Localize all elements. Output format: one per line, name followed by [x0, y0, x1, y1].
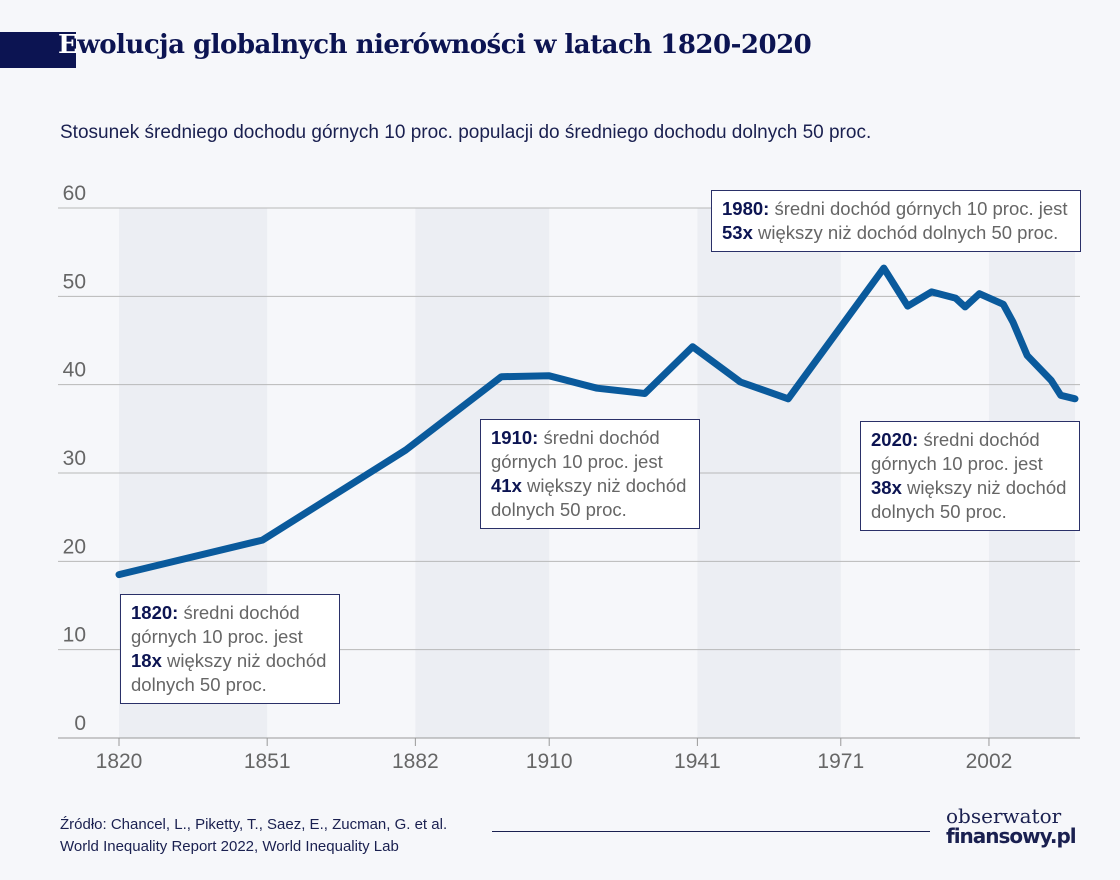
y-tick-label: 10 [63, 624, 86, 647]
y-tick-label: 30 [63, 447, 86, 470]
annotation-year: 2020: [871, 429, 919, 450]
x-tick-label: 1971 [817, 750, 864, 773]
title-first-letter: E [58, 30, 78, 60]
page-title: Ewolucja globalnych nierówności w latach… [58, 30, 812, 60]
annotation-text: średni dochód [923, 429, 1040, 450]
annotation-multiplier: 53x [722, 222, 753, 243]
annotation-text: średni dochód [543, 427, 660, 448]
annotation-text: większy niż dochód [907, 477, 1067, 498]
y-tick-label: 50 [63, 270, 86, 293]
logo-line-2: finansowy.pl [946, 824, 1077, 848]
x-tick-label: 2002 [966, 750, 1013, 773]
logo-line-1: obserwator [946, 804, 1062, 828]
annotation-multiplier: 38x [871, 477, 902, 498]
logo: obserwator finansowy.pl [946, 804, 1077, 848]
annotation-text: górnych 10 proc. jest [131, 626, 303, 647]
annotation-text: większy niż dochód [527, 475, 687, 496]
annotation-1820: 1820: średni dochód górnych 10 proc. jes… [120, 594, 340, 704]
title-text: wolucja globalnych nierówności w latach … [77, 30, 812, 60]
series-line [115, 264, 1079, 579]
source-line-1: Źródło: Chancel, L., Piketty, T., Saez, … [60, 816, 448, 833]
source-note: Źródło: Chancel, L., Piketty, T., Saez, … [60, 814, 447, 858]
x-tick-label: 1820 [96, 750, 143, 773]
annotation-multiplier: 18x [131, 650, 162, 671]
annotation-text: górnych 10 proc. jest [871, 453, 1043, 474]
annotation-text: średni dochód [183, 602, 300, 623]
annotation-text: dolnych 50 proc. [491, 499, 627, 520]
y-tick-label: 40 [63, 359, 86, 382]
x-tick-label: 1882 [392, 750, 439, 773]
annotation-text: górnych 10 proc. jest [491, 451, 663, 472]
annotation-1910: 1910: średni dochód górnych 10 proc. jes… [480, 419, 700, 529]
title-accent-bar [0, 32, 76, 68]
annotation-year: 1980: [722, 198, 770, 219]
annotation-text: większy niż dochód dolnych 50 proc. [758, 222, 1059, 243]
y-tick-label: 0 [74, 712, 86, 735]
annotation-text: dolnych 50 proc. [131, 674, 267, 695]
x-tick-label: 1851 [244, 750, 291, 773]
annotation-2020: 2020: średni dochód górnych 10 proc. jes… [860, 421, 1080, 531]
y-tick-label: 60 [63, 182, 86, 205]
annotation-year: 1820: [131, 602, 179, 623]
annotation-text: średni dochód górnych 10 proc. jest [774, 198, 1068, 219]
x-tick-label: 1941 [674, 750, 721, 773]
divider [492, 831, 930, 832]
source-line-2: World Inequality Report 2022, World Ineq… [60, 838, 399, 855]
y-tick-label: 20 [63, 535, 86, 558]
annotation-text: większy niż dochód [167, 650, 327, 671]
annotation-1980: 1980: średni dochód górnych 10 proc. jes… [711, 190, 1081, 252]
x-tick-label: 1910 [526, 750, 573, 773]
annotation-multiplier: 41x [491, 475, 522, 496]
chart-subtitle: Stosunek średniego dochodu górnych 10 pr… [60, 122, 872, 143]
annotation-text: dolnych 50 proc. [871, 501, 1007, 522]
annotation-year: 1910: [491, 427, 539, 448]
